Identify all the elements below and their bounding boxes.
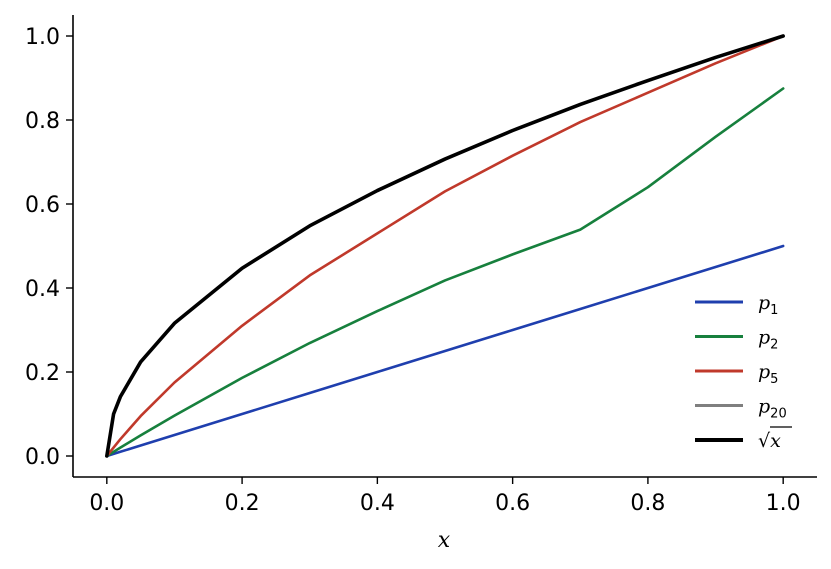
legend-label-p20: p20 — [758, 396, 787, 422]
legend-label-p5: p5 — [758, 361, 778, 387]
y-tick-label: 0.8 — [25, 109, 60, 134]
series-line-p5 — [105, 34, 785, 458]
x-tick-label: 0.4 — [360, 491, 395, 516]
series-line-p2 — [105, 87, 785, 458]
y-tick-label: 0.2 — [25, 361, 60, 386]
series-layer — [105, 34, 785, 458]
axes: 0.0 0.2 0.4 0.6 0.8 1.0 0.0 0.2 0.4 0.6 0.8 1.0 — [25, 15, 817, 516]
x-tick-label: 1.0 — [766, 491, 801, 516]
series-line-sqrt-x — [105, 34, 785, 458]
x-tick-label: 0.0 — [89, 491, 124, 516]
x-tick-label: 0.8 — [630, 491, 665, 516]
x-tick-label: 0.6 — [495, 491, 530, 516]
series-line-p1 — [105, 244, 785, 458]
series-line-p20 — [105, 34, 785, 458]
legend-label-p2: p2 — [758, 327, 778, 353]
legend-label-sqrt-x: √x — [758, 430, 781, 452]
y-tick-label: 1.0 — [25, 25, 60, 50]
y-tick-label: 0.6 — [25, 193, 60, 218]
y-tick-label: 0.4 — [25, 277, 60, 302]
legend-label-p1: p1 — [758, 292, 778, 318]
x-tick-label: 0.2 — [225, 491, 260, 516]
legend: p1 p2 p5 p20 √x — [695, 292, 792, 452]
x-axis-label: x — [438, 528, 451, 553]
y-tick-label: 0.0 — [25, 445, 60, 470]
